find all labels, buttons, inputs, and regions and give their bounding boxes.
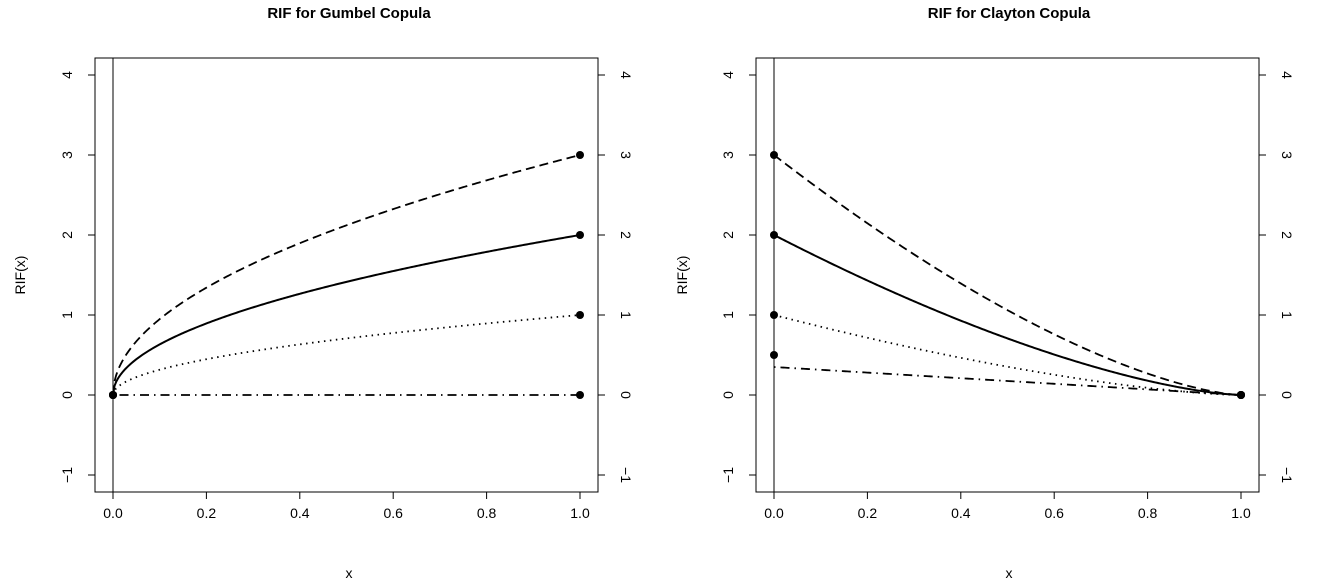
y-tick-label-right: −1 xyxy=(1279,467,1295,483)
gumbel-panel: RIF for Gumbel Copula 0.0 0.2 0.4 0.6 0.8 1.0 −… xyxy=(12,5,634,581)
y-tick-label-right: 1 xyxy=(618,311,634,319)
chart-title: RIF for Clayton Copula xyxy=(928,5,1091,22)
x-tick-label: 0.4 xyxy=(951,505,971,521)
endpoint-marker xyxy=(770,231,778,239)
y-tick-label-left: 0 xyxy=(59,391,75,399)
y-tick-label-right: 0 xyxy=(1279,391,1295,399)
series-dotted-line xyxy=(773,314,1242,396)
y-tick-label-left: 1 xyxy=(720,311,736,319)
y-tick-label-right: 0 xyxy=(618,391,634,399)
series-dotted-line xyxy=(112,314,581,396)
series-dashed-line xyxy=(773,154,1242,396)
endpoint-marker xyxy=(576,391,584,399)
endpoint-marker xyxy=(109,391,117,399)
x-tick-label: 0.8 xyxy=(477,505,497,521)
y-tick-label-right: 3 xyxy=(618,151,634,159)
chart-title: RIF for Gumbel Copula xyxy=(267,5,431,22)
x-tick-label: 1.0 xyxy=(1231,505,1251,521)
endpoint-marker xyxy=(576,311,584,319)
x-tick-label: 0.6 xyxy=(1044,505,1064,521)
y-tick-label-right: 2 xyxy=(618,231,634,239)
y-tick-label-left: 3 xyxy=(720,151,736,159)
y-tick-label-right: 4 xyxy=(618,71,634,79)
y-tick-label-left: −1 xyxy=(720,467,736,483)
series-solid-line xyxy=(773,234,1242,396)
y-tick-label-left: 4 xyxy=(720,71,736,79)
endpoint-marker xyxy=(770,311,778,319)
series-solid-line xyxy=(112,234,581,396)
endpoint-marker xyxy=(770,351,778,359)
x-tick-label: 0.8 xyxy=(1138,505,1158,521)
plot-box xyxy=(94,57,599,493)
endpoint-marker xyxy=(576,151,584,159)
y-tick-label-right: 4 xyxy=(1279,71,1295,79)
y-tick-label-left: −1 xyxy=(59,467,75,483)
y-axis-label: RIF(x) xyxy=(674,256,690,295)
endpoint-marker xyxy=(576,231,584,239)
x-tick-label: 0.6 xyxy=(383,505,403,521)
x-tick-label: 0.2 xyxy=(197,505,217,521)
endpoint-marker xyxy=(770,151,778,159)
y-axis-label: RIF(x) xyxy=(12,256,28,295)
y-tick-label-left: 1 xyxy=(59,311,75,319)
y-tick-label-right: 1 xyxy=(1279,311,1295,319)
x-tick-label: 0.2 xyxy=(858,505,878,521)
clayton-panel: RIF for Clayton Copula 0.0 0.2 0.4 0.6 0.8 1.0… xyxy=(674,5,1295,581)
y-tick-label-left: 0 xyxy=(720,391,736,399)
y-tick-label-left: 2 xyxy=(720,231,736,239)
plot-box xyxy=(755,57,1260,493)
x-tick-label: 1.0 xyxy=(570,505,590,521)
series-dashed-line xyxy=(112,154,581,396)
series-dotdash-line xyxy=(773,366,1242,396)
y-tick-label-left: 2 xyxy=(59,231,75,239)
y-tick-label-right: 3 xyxy=(1279,151,1295,159)
x-tick-label: 0.0 xyxy=(764,505,784,521)
endpoint-marker xyxy=(1237,391,1245,399)
x-axis-label: x xyxy=(1006,565,1013,581)
y-tick-label-left: 4 xyxy=(59,71,75,79)
x-tick-label: 0.0 xyxy=(103,505,123,521)
y-tick-label-right: 2 xyxy=(1279,231,1295,239)
y-tick-label-right: −1 xyxy=(618,467,634,483)
y-tick-label-left: 3 xyxy=(59,151,75,159)
x-axis-label: x xyxy=(346,565,353,581)
x-tick-label: 0.4 xyxy=(290,505,310,521)
